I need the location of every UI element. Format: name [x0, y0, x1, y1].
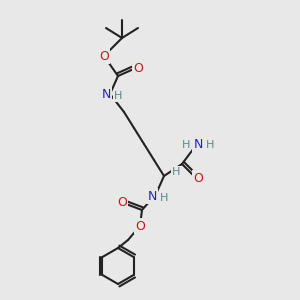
Text: H: H: [160, 193, 168, 203]
Text: H: H: [206, 140, 214, 150]
Text: H: H: [114, 91, 122, 101]
Text: O: O: [135, 220, 145, 232]
Text: O: O: [99, 50, 109, 62]
Text: H: H: [172, 167, 180, 177]
Text: O: O: [133, 61, 143, 74]
Text: N: N: [193, 139, 203, 152]
Text: N: N: [147, 190, 157, 202]
Text: N: N: [101, 88, 111, 101]
Text: O: O: [117, 196, 127, 209]
Text: O: O: [193, 172, 203, 184]
Text: H: H: [182, 140, 190, 150]
